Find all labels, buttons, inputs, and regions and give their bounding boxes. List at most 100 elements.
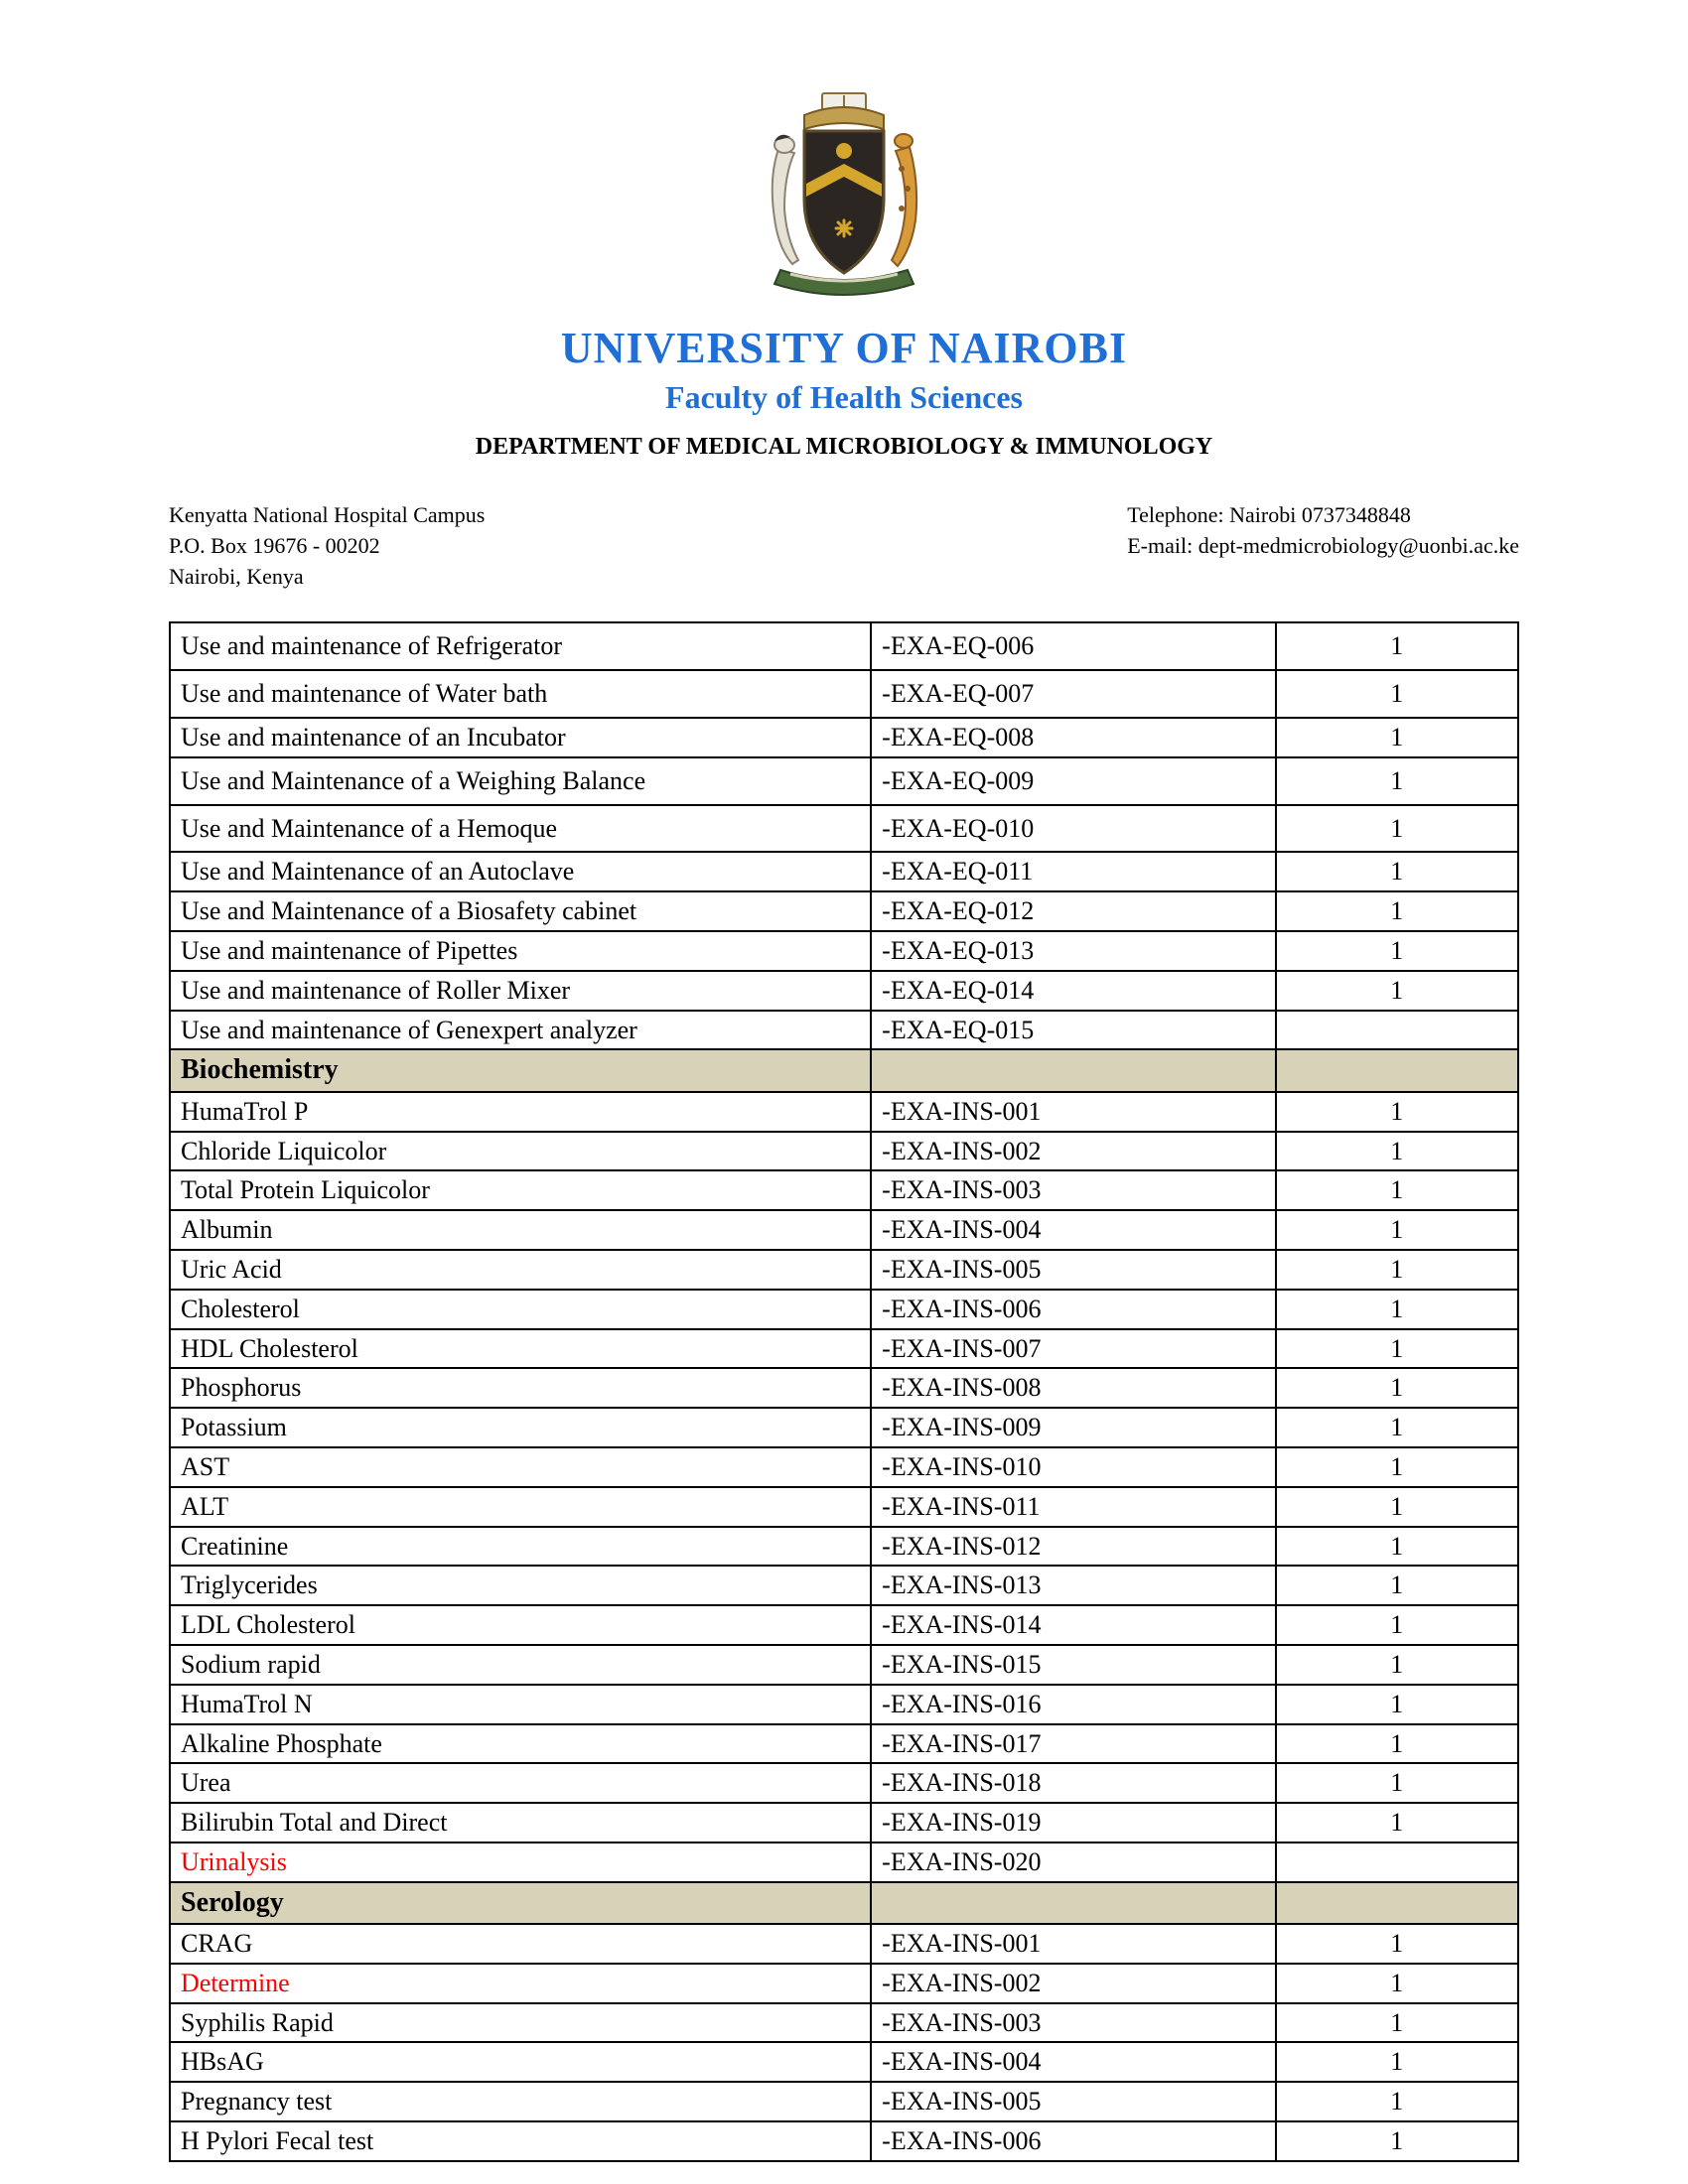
row-name: Determine xyxy=(170,1964,871,2003)
row-name: Syphilis Rapid xyxy=(170,2003,871,2043)
row-count: 1 xyxy=(1276,1408,1518,1447)
row-code: -EXA-INS-005 xyxy=(871,1250,1275,1290)
row-name: Uric Acid xyxy=(170,1250,871,1290)
row-count: 1 xyxy=(1276,2121,1518,2161)
table-row: Determine-EXA-INS-0021 xyxy=(170,1964,1518,2003)
row-name: HumaTrol N xyxy=(170,1685,871,1724)
row-count: 1 xyxy=(1276,2003,1518,2043)
row-code: -EXA-INS-018 xyxy=(871,1763,1275,1803)
row-name: Pregnancy test xyxy=(170,2082,871,2121)
table-row: Cholesterol-EXA-INS-0061 xyxy=(170,1290,1518,1329)
table-row: Potassium-EXA-INS-0091 xyxy=(170,1408,1518,1447)
row-count: 1 xyxy=(1276,2042,1518,2082)
row-name: Total Protein Liquicolor xyxy=(170,1170,871,1210)
row-name: HDL Cholesterol xyxy=(170,1329,871,1369)
row-code: -EXA-INS-004 xyxy=(871,2042,1275,2082)
section-header: Biochemistry xyxy=(170,1049,871,1091)
table-row: H Pylori Fecal test-EXA-INS-0061 xyxy=(170,2121,1518,2161)
row-name: Use and Maintenance of a Biosafety cabin… xyxy=(170,891,871,931)
row-name: HumaTrol P xyxy=(170,1092,871,1132)
table-row: Triglycerides-EXA-INS-0131 xyxy=(170,1566,1518,1605)
logo-container xyxy=(169,89,1519,303)
row-code: -EXA-INS-008 xyxy=(871,1368,1275,1408)
row-count: 1 xyxy=(1276,1092,1518,1132)
table-row: Use and Maintenance of a Biosafety cabin… xyxy=(170,891,1518,931)
row-count: 1 xyxy=(1276,1527,1518,1567)
row-name: CRAG xyxy=(170,1924,871,1964)
row-name: Use and Maintenance of an Autoclave xyxy=(170,852,871,891)
row-count: 1 xyxy=(1276,1685,1518,1724)
row-name: Use and maintenance of Roller Mixer xyxy=(170,971,871,1011)
contact-block: Kenyatta National Hospital Campus P.O. B… xyxy=(169,500,1519,592)
row-code: -EXA-INS-015 xyxy=(871,1645,1275,1685)
row-count: 1 xyxy=(1276,1447,1518,1487)
table-row: Phosphorus-EXA-INS-0081 xyxy=(170,1368,1518,1408)
row-code: -EXA-INS-001 xyxy=(871,1924,1275,1964)
row-code: -EXA-EQ-006 xyxy=(871,622,1275,670)
row-code: -EXA-EQ-009 xyxy=(871,757,1275,805)
row-name: Alkaline Phosphate xyxy=(170,1724,871,1764)
row-name: H Pylori Fecal test xyxy=(170,2121,871,2161)
row-count: 1 xyxy=(1276,1645,1518,1685)
table-row: HBsAG-EXA-INS-0041 xyxy=(170,2042,1518,2082)
row-code: -EXA-INS-017 xyxy=(871,1724,1275,1764)
table-row: Albumin-EXA-INS-0041 xyxy=(170,1210,1518,1250)
table-row: Use and Maintenance of a Weighing Balanc… xyxy=(170,757,1518,805)
table-row: Use and maintenance of Refrigerator-EXA-… xyxy=(170,622,1518,670)
table-row: Total Protein Liquicolor-EXA-INS-0031 xyxy=(170,1170,1518,1210)
row-name: Triglycerides xyxy=(170,1566,871,1605)
row-count: 1 xyxy=(1276,931,1518,971)
table-row: AST-EXA-INS-0101 xyxy=(170,1447,1518,1487)
row-name: Use and Maintenance of a Weighing Balanc… xyxy=(170,757,871,805)
row-name: Use and Maintenance of a Hemoque xyxy=(170,805,871,853)
table-row: Creatinine-EXA-INS-0121 xyxy=(170,1527,1518,1567)
row-name: Use and maintenance of an Incubator xyxy=(170,718,871,757)
row-count: 1 xyxy=(1276,1132,1518,1171)
row-code: -EXA-INS-013 xyxy=(871,1566,1275,1605)
row-name: Bilirubin Total and Direct xyxy=(170,1803,871,1843)
row-code: -EXA-INS-007 xyxy=(871,1329,1275,1369)
row-count: 1 xyxy=(1276,1368,1518,1408)
row-count: 1 xyxy=(1276,1566,1518,1605)
table-row: Urea-EXA-INS-0181 xyxy=(170,1763,1518,1803)
contact-phone-email: Telephone: Nairobi 0737348848 E-mail: de… xyxy=(1127,500,1519,592)
department-heading: DEPARTMENT OF MEDICAL MICROBIOLOGY & IMM… xyxy=(169,434,1519,461)
page: UNIVERSITY OF NAIROBI Faculty of Health … xyxy=(0,0,1688,2184)
row-count: 1 xyxy=(1276,1290,1518,1329)
page-title: UNIVERSITY OF NAIROBI xyxy=(169,323,1519,373)
row-code: -EXA-INS-003 xyxy=(871,1170,1275,1210)
row-count: 1 xyxy=(1276,1724,1518,1764)
row-name: Urea xyxy=(170,1763,871,1803)
table-row: HumaTrol N-EXA-INS-0161 xyxy=(170,1685,1518,1724)
row-count: 1 xyxy=(1276,2082,1518,2121)
row-name: Use and maintenance of Water bath xyxy=(170,670,871,718)
row-name: ALT xyxy=(170,1487,871,1527)
table-row: Urinalysis-EXA-INS-020 xyxy=(170,1843,1518,1882)
university-crest-icon xyxy=(745,89,943,303)
row-name: Use and maintenance of Genexpert analyze… xyxy=(170,1011,871,1050)
contact-address: Kenyatta National Hospital Campus P.O. B… xyxy=(169,500,485,592)
table-row: Biochemistry xyxy=(170,1049,1518,1091)
table-row: Uric Acid-EXA-INS-0051 xyxy=(170,1250,1518,1290)
row-name: Use and maintenance of Pipettes xyxy=(170,931,871,971)
row-code: -EXA-INS-009 xyxy=(871,1408,1275,1447)
row-code: -EXA-EQ-013 xyxy=(871,931,1275,971)
row-code: -EXA-INS-019 xyxy=(871,1803,1275,1843)
table-row: Use and maintenance of Pipettes-EXA-EQ-0… xyxy=(170,931,1518,971)
row-code: -EXA-EQ-011 xyxy=(871,852,1275,891)
row-count: 1 xyxy=(1276,1170,1518,1210)
row-name: Use and maintenance of Refrigerator xyxy=(170,622,871,670)
row-code: -EXA-INS-006 xyxy=(871,1290,1275,1329)
row-count: 1 xyxy=(1276,1329,1518,1369)
row-code: -EXA-EQ-007 xyxy=(871,670,1275,718)
row-name: Creatinine xyxy=(170,1527,871,1567)
row-code: -EXA-INS-005 xyxy=(871,2082,1275,2121)
table-row: Use and maintenance of an Incubator-EXA-… xyxy=(170,718,1518,757)
row-name: AST xyxy=(170,1447,871,1487)
table-row: HumaTrol P-EXA-INS-0011 xyxy=(170,1092,1518,1132)
row-count: 1 xyxy=(1276,1210,1518,1250)
row-code: -EXA-INS-012 xyxy=(871,1527,1275,1567)
table-row: Syphilis Rapid-EXA-INS-0031 xyxy=(170,2003,1518,2043)
row-code: -EXA-INS-020 xyxy=(871,1843,1275,1882)
row-count: 1 xyxy=(1276,1605,1518,1645)
